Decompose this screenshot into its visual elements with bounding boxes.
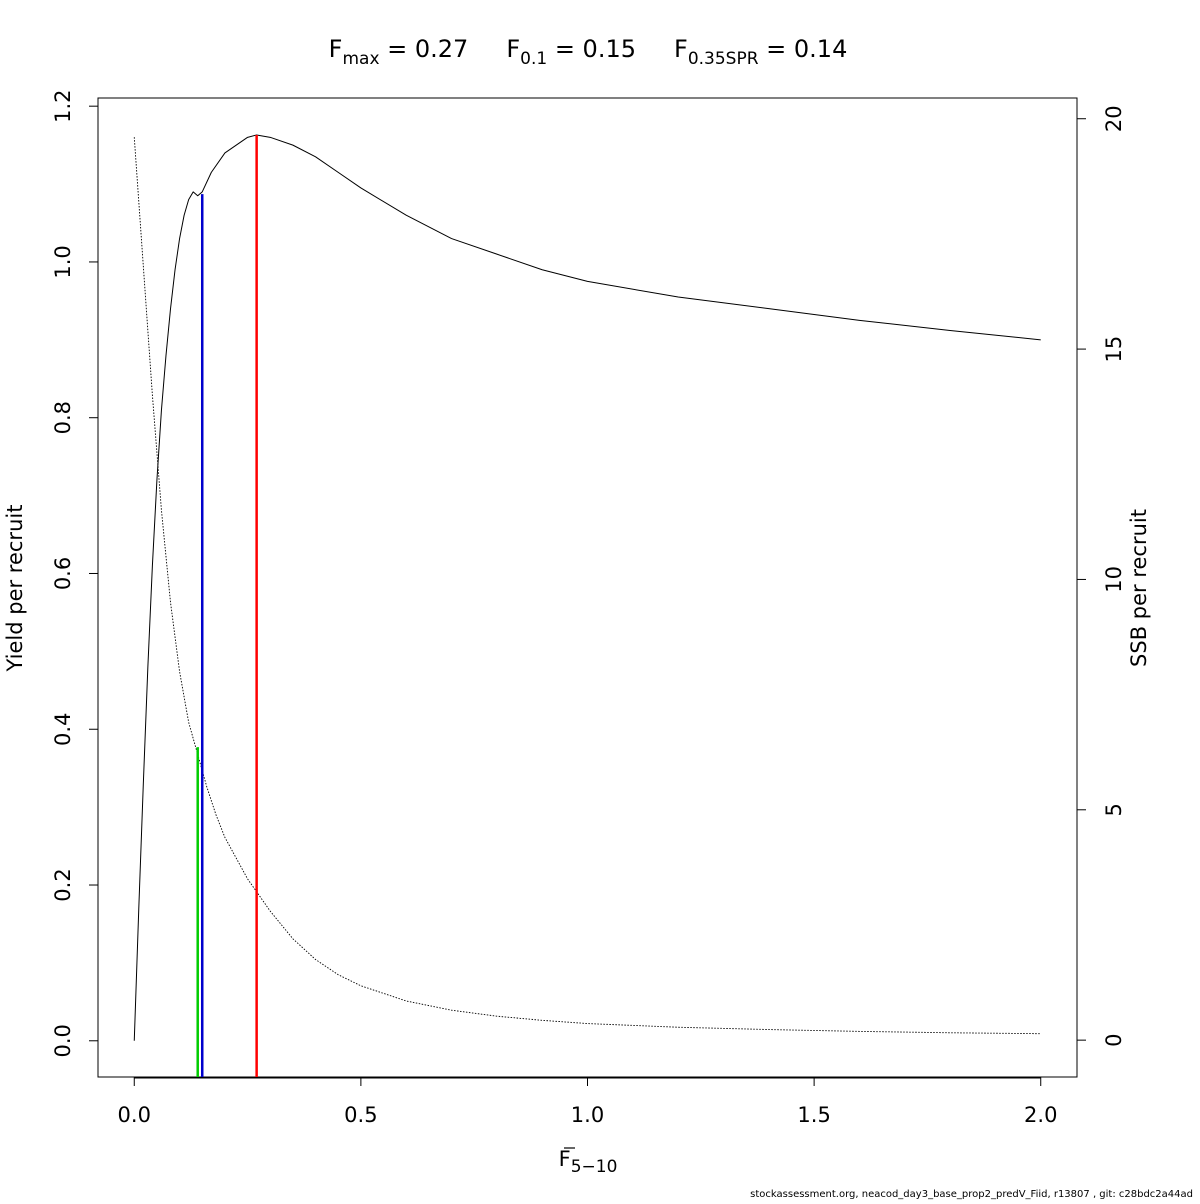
chart-title: Fmax = 0.27 F0.1 = 0.15 F0.35SPR = 0.14 <box>329 35 848 69</box>
y-left-tick-label: 0.6 <box>51 557 75 590</box>
x-axis: 0.0 0.5 1.0 1.5 2.0 <box>118 1077 1057 1127</box>
x-axis-title-main: F <box>559 1147 571 1171</box>
plot-frame <box>97 97 1078 1078</box>
y-right-tick-label: 10 <box>1102 566 1126 593</box>
y-left-tick-label: 0.8 <box>51 401 75 434</box>
y-right-tick-label: 15 <box>1102 336 1126 363</box>
x-axis-title: F5−10 <box>559 1147 618 1177</box>
y-right-tick-label: 5 <box>1102 803 1126 816</box>
title-item-0-main: F <box>329 35 343 63</box>
title-item-2-sub: 0.35SPR <box>688 49 759 69</box>
y-left-tick-label: 0.2 <box>51 868 75 901</box>
y-left-tick-label: 0.4 <box>51 713 75 746</box>
y-axis-left-title: Yield per recruit <box>3 505 27 673</box>
y-right-tick-label: 20 <box>1102 105 1126 132</box>
title-item-2-value: = 0.14 <box>759 35 848 63</box>
y-axis-right-title: SSB per recruit <box>1127 509 1151 667</box>
y-left-tick-label: 1.0 <box>51 245 75 278</box>
footer-note: stockassessment.org, neacod_day3_base_pr… <box>750 1189 1193 1200</box>
y-axis-left: 0.0 0.2 0.4 0.6 0.8 1.0 1.2 <box>51 89 98 1057</box>
series-group <box>133 134 1041 1041</box>
reference-lines <box>196 134 258 1077</box>
x-tick-label: 0.5 <box>344 1103 377 1127</box>
yield-per-recruit-curve <box>133 134 1041 1041</box>
x-axis-title-sub: 5−10 <box>571 1157 618 1177</box>
x-tick-label: 1.5 <box>797 1103 830 1127</box>
title-item-2-main: F <box>674 35 688 63</box>
title-item-0-value: = 0.27 <box>380 35 469 63</box>
title-item-1-main: F <box>506 35 520 63</box>
y-left-tick-label: 0.0 <box>51 1024 75 1057</box>
title-item-1-value: = 0.15 <box>547 35 636 63</box>
x-tick-label: 1.0 <box>571 1103 604 1127</box>
x-tick-label: 2.0 <box>1024 1103 1057 1127</box>
y-left-tick-label: 1.2 <box>51 89 75 122</box>
y-axis-right: 0 5 10 15 20 <box>1077 105 1126 1047</box>
ssb-per-recruit-curve <box>133 137 1041 1035</box>
title-item-1-sub: 0.1 <box>520 49 547 69</box>
y-right-tick-label: 0 <box>1102 1033 1126 1046</box>
title-item-0-sub: max <box>342 49 379 69</box>
x-tick-label: 0.0 <box>118 1103 151 1127</box>
